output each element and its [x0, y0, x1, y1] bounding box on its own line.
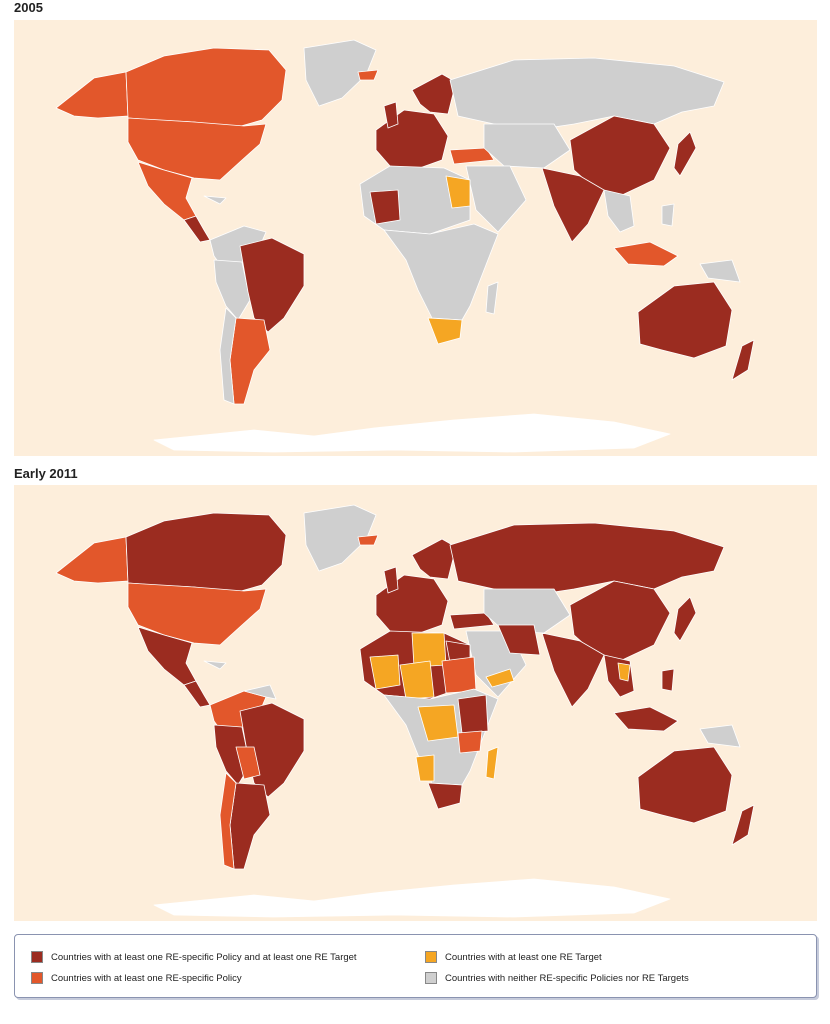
iran	[497, 624, 541, 656]
guianas	[243, 684, 277, 700]
yemen	[485, 668, 515, 688]
bolivia	[235, 746, 261, 780]
antarctica	[153, 413, 671, 453]
middle-east	[465, 165, 527, 233]
australia	[637, 281, 733, 359]
philippines	[661, 203, 675, 227]
chile	[219, 772, 237, 870]
new-zealand	[731, 339, 755, 381]
legend-item-neither: Countries with neither RE-specific Polic…	[425, 972, 689, 984]
indonesia	[613, 241, 679, 267]
india	[541, 632, 605, 708]
uk	[383, 101, 399, 129]
papua	[699, 259, 741, 283]
legend-label: Countries with neither RE-specific Polic…	[445, 972, 689, 984]
east-africa	[457, 694, 489, 734]
iceland	[357, 69, 379, 81]
legend-swatch	[31, 972, 43, 984]
turkey	[449, 147, 495, 165]
india	[541, 167, 605, 243]
indonesia	[613, 706, 679, 732]
australia	[637, 746, 733, 824]
world-map-2011	[14, 485, 817, 921]
legend-label: Countries with at least one RE-specific …	[51, 951, 357, 963]
namibia	[415, 754, 435, 782]
legend-item-policy-and-target: Countries with at least one RE-specific …	[31, 951, 357, 963]
brazil	[239, 237, 305, 333]
tanzania	[457, 730, 483, 754]
legend: Countries with at least one RE-specific …	[14, 934, 817, 998]
sudan	[441, 656, 477, 694]
south-africa	[427, 317, 463, 345]
sub-saharan-africa	[383, 223, 499, 321]
south-africa	[427, 782, 463, 810]
antarctica	[153, 878, 671, 918]
legend-item-target: Countries with at least one RE Target	[425, 951, 602, 963]
usa	[127, 582, 267, 646]
central-asia	[483, 123, 571, 169]
legend-swatch	[31, 951, 43, 963]
west-africa	[369, 654, 401, 690]
greenland	[303, 39, 377, 107]
central-asia	[483, 588, 571, 634]
madagascar	[485, 281, 499, 315]
egypt	[445, 175, 471, 209]
greenland	[303, 504, 377, 572]
map-title-2011: Early 2011	[14, 466, 78, 481]
scandinavia	[411, 538, 457, 580]
map-title-2005: 2005	[14, 0, 43, 15]
legend-swatch	[425, 972, 437, 984]
world-map-2005	[14, 20, 817, 456]
cuba	[203, 195, 227, 205]
sahel	[399, 660, 435, 700]
legend-label: Countries with at least one RE Target	[445, 951, 602, 963]
legend-item-policy: Countries with at least one RE-specific …	[31, 972, 242, 984]
world-map-2005-svg	[14, 20, 817, 456]
iceland	[357, 534, 379, 546]
laos	[617, 662, 631, 682]
central-america	[183, 215, 211, 243]
papua	[699, 724, 741, 748]
world-map-2011-svg	[14, 485, 817, 921]
new-zealand	[731, 804, 755, 846]
southeast-asia	[603, 189, 635, 233]
uk	[383, 566, 399, 594]
usa	[127, 117, 267, 181]
legend-swatch	[425, 951, 437, 963]
japan	[673, 596, 697, 642]
legend-label: Countries with at least one RE-specific …	[51, 972, 242, 984]
japan	[673, 131, 697, 177]
philippines	[661, 668, 675, 692]
scandinavia	[411, 73, 457, 115]
mali	[369, 189, 401, 225]
cuba	[203, 660, 227, 670]
madagascar	[485, 746, 499, 780]
chile	[219, 307, 237, 405]
turkey	[449, 612, 495, 630]
central-america	[183, 680, 211, 708]
